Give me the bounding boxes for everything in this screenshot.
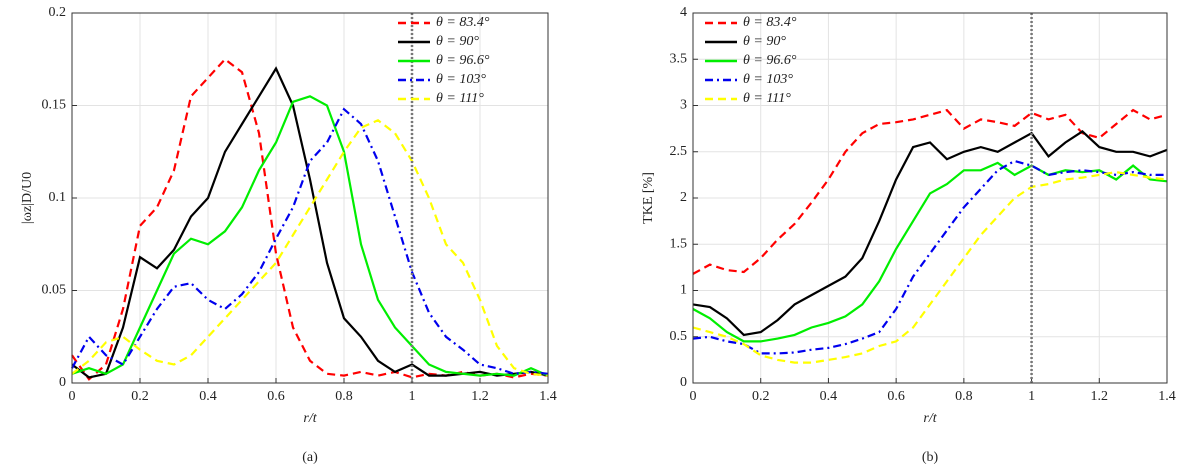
series-line — [692, 130, 1168, 337]
y-tick-label: 0.1 — [49, 190, 67, 205]
x-tick-label: 1 — [1028, 389, 1035, 404]
legend-label: θ = 83.4° — [743, 15, 797, 30]
series-line — [71, 95, 549, 377]
x-tick-label: 0.4 — [820, 389, 838, 404]
x-tick-label: 1.4 — [1158, 389, 1176, 404]
x-tick-label: 1.2 — [471, 389, 489, 404]
y-axis-label: |ωz|D/U0 — [20, 172, 35, 224]
x-tick-label: 0.6 — [887, 389, 905, 404]
x-tick-label: 0.2 — [752, 389, 770, 404]
x-tick-label: 1 — [409, 389, 416, 404]
legend-label: θ = 96.6° — [743, 53, 797, 68]
y-tick-label: 3 — [680, 98, 687, 113]
y-tick-label: 0.2 — [49, 5, 67, 20]
series-line — [71, 119, 549, 377]
panel-label: (b) — [922, 450, 939, 465]
legend-label: θ = 96.6° — [436, 53, 490, 68]
y-tick-label: 0 — [59, 375, 66, 390]
x-tick-label: 0.2 — [131, 389, 149, 404]
y-tick-label: 1.5 — [670, 236, 688, 251]
y-tick-label: 0.15 — [42, 98, 67, 113]
y-tick-label: 3.5 — [670, 51, 688, 66]
series-line — [692, 159, 1167, 355]
x-tick-label: 0.4 — [199, 389, 217, 404]
y-axis-label: TKE [%] — [641, 172, 656, 224]
legend-label: θ = 83.4° — [436, 15, 490, 30]
x-tick-label: 1.4 — [539, 389, 557, 404]
axes-frame — [71, 12, 549, 384]
legend-label: θ = 111° — [436, 91, 484, 106]
x-tick-label: 1.2 — [1091, 389, 1109, 404]
y-tick-label: 0 — [680, 375, 687, 390]
y-tick-label: 2.5 — [670, 144, 688, 159]
x-axis-label: r/t — [923, 411, 937, 426]
y-tick-label: 0.5 — [670, 329, 688, 344]
legend-label: θ = 90° — [436, 34, 479, 49]
legend-label: θ = 103° — [436, 72, 486, 87]
series-line — [71, 66, 549, 379]
y-tick-label: 4 — [680, 5, 687, 20]
x-tick-label: 0.6 — [267, 389, 285, 404]
legend-label: θ = 111° — [743, 91, 791, 106]
x-tick-label: 0.8 — [955, 389, 973, 404]
y-tick-label: 1 — [680, 283, 687, 298]
series-line — [692, 108, 1168, 275]
x-tick-label: 0 — [690, 389, 697, 404]
series-line — [71, 107, 549, 375]
y-tick-label: 0.05 — [42, 283, 67, 298]
panel-label: (a) — [302, 450, 318, 465]
x-tick-label: 0.8 — [335, 389, 353, 404]
axes-frame — [692, 12, 1168, 384]
legend-label: θ = 103° — [743, 72, 793, 87]
x-tick-label: 0 — [69, 389, 76, 404]
legend-label: θ = 90° — [743, 34, 786, 49]
y-tick-label: 2 — [680, 190, 687, 205]
series-line — [692, 170, 1168, 364]
x-axis-label: r/t — [303, 411, 317, 426]
